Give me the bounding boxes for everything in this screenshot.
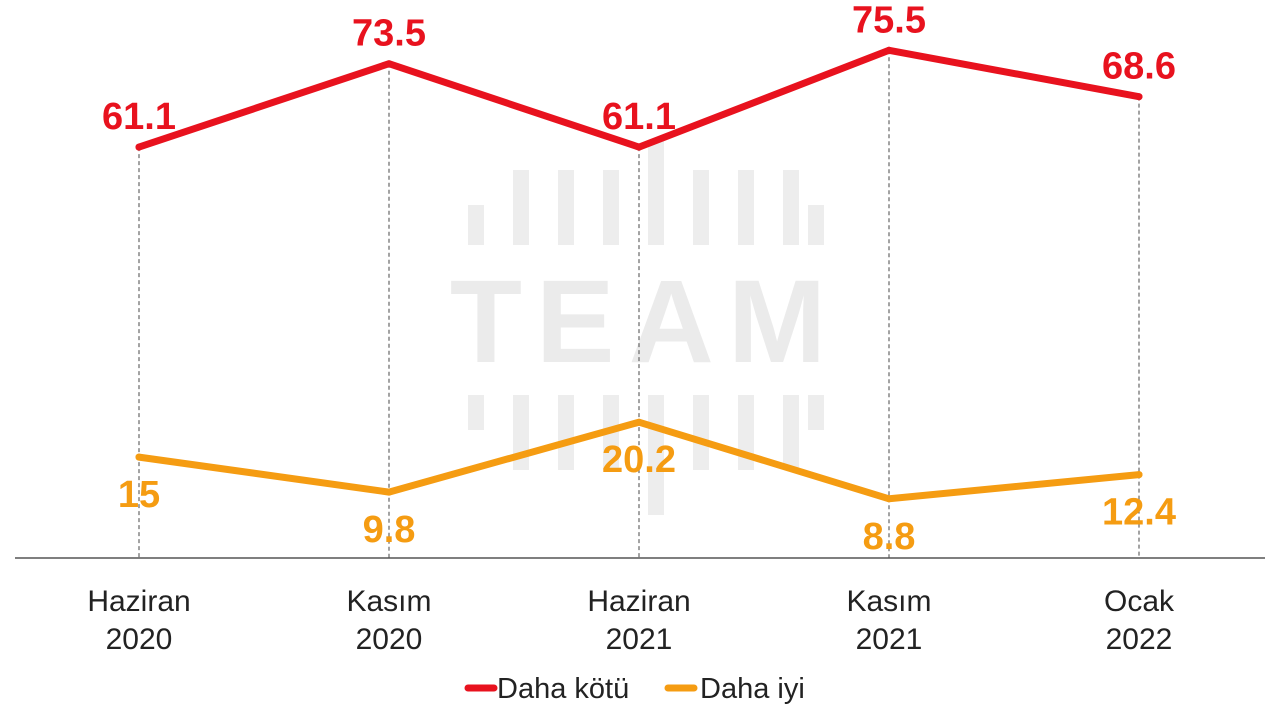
data-point [885, 495, 893, 503]
data-label: 61.1 [602, 96, 676, 138]
x-tick-label: Kasım [846, 585, 931, 618]
data-label: 8.8 [863, 516, 916, 558]
watermark-bar [513, 170, 529, 245]
data-point [135, 453, 143, 461]
watermark-bars-top [468, 140, 824, 245]
data-label: 61.1 [102, 96, 176, 138]
watermark-bar [558, 395, 574, 470]
watermark-bar [693, 395, 709, 470]
data-label: 9.8 [363, 509, 416, 551]
watermark-bar [783, 395, 799, 470]
x-tick-label: 2020 [356, 623, 423, 656]
watermark-bar [648, 140, 664, 245]
watermark-bar [468, 205, 484, 245]
data-point [635, 143, 643, 151]
x-tick-label: Kasım [346, 585, 431, 618]
data-label: 20.2 [602, 439, 676, 481]
watermark-bars-bottom [468, 395, 824, 515]
watermark-bar [808, 205, 824, 245]
legend-label: Daha kötü [497, 673, 629, 705]
legend: Daha kötü Daha iyi [464, 673, 805, 705]
x-tick-label: Haziran [87, 585, 190, 618]
x-tick-label: 2020 [106, 623, 173, 656]
series-daha-iyi: 15 9.8 20.2 8.8 12.4 [118, 418, 1176, 558]
x-axis-ticks: Haziran 2020 Kasım 2020 Haziran 2021 Kasım 2021… [87, 585, 1175, 656]
watermark-text: TEAM [450, 256, 840, 388]
watermark-bar [738, 170, 754, 245]
legend-label: Daha iyi [700, 673, 805, 705]
x-tick-label: 2022 [1106, 623, 1173, 656]
data-point [385, 488, 393, 496]
data-label: 12.4 [1102, 492, 1176, 534]
data-point [135, 143, 143, 151]
data-label: 68.6 [1102, 46, 1176, 88]
watermark-bar [808, 395, 824, 430]
watermark-bar [693, 170, 709, 245]
team-watermark-logo: TEAM [450, 140, 840, 515]
x-tick-label: 2021 [856, 623, 923, 656]
series-daha-kotu: 61.1 73.5 61.1 75.5 68.6 [102, 0, 1176, 151]
data-label: 75.5 [852, 0, 926, 41]
drop-lines [138, 50, 1140, 558]
data-label: 15 [118, 474, 160, 516]
data-label: 73.5 [352, 13, 426, 55]
x-tick-label: Haziran [587, 585, 690, 618]
watermark-bar [558, 170, 574, 245]
data-point [1135, 93, 1143, 101]
data-point [885, 46, 893, 54]
data-point [635, 418, 643, 426]
series-layer: 61.1 73.5 61.1 75.5 68.6 15 9.8 20.2 8.8 12.4 [102, 0, 1176, 558]
watermark-bar [468, 395, 484, 430]
x-tick-label: 2021 [606, 623, 673, 656]
data-point [1135, 471, 1143, 479]
watermark-bar [783, 170, 799, 245]
watermark-bar [603, 170, 619, 245]
x-tick-label: Ocak [1104, 585, 1175, 618]
data-point [385, 60, 393, 68]
